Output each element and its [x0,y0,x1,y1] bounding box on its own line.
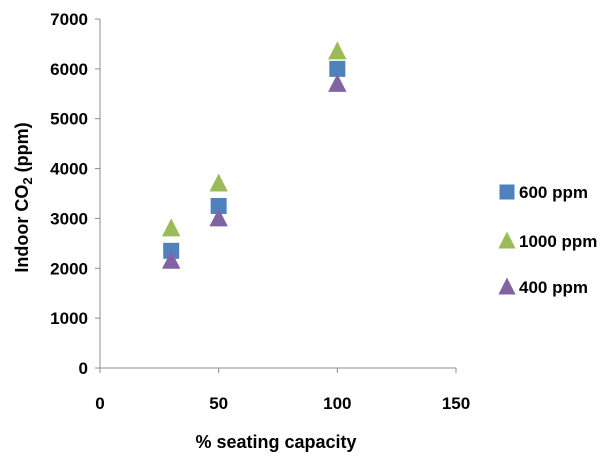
legend-label: 400 ppm [519,278,588,297]
x-axis-title: % seating capacity [195,432,356,452]
legend-marker-400-ppm [498,277,516,295]
axes [99,19,456,369]
x-axis-ticks: 0 50 100 150 [95,368,470,413]
y-axis-ticks: 0 1000 2000 3000 4000 5000 6000 7000 [50,10,100,378]
y-tick-label: 2000 [50,259,88,278]
y-tick-label: 1000 [50,309,88,328]
y-tick-label: 5000 [50,110,88,129]
data-point-1000-ppm [162,218,181,237]
data-point-600-ppm [329,60,346,77]
data-points [162,41,347,269]
y-tick-label: 6000 [50,60,88,79]
data-point-400-ppm [328,73,347,92]
x-tick-label: 50 [209,394,228,413]
y-axis-title-subscript: 2 [20,177,35,184]
data-point-1000-ppm [328,41,347,60]
data-point-1000-ppm [209,173,228,192]
y-axis-title-unit: (ppm) [12,122,32,177]
x-tick-label: 0 [95,394,104,413]
legend: 600 ppm 1000 ppm 400 ppm [498,183,597,297]
x-tick-label: 100 [323,394,351,413]
x-tick-label: 150 [442,394,470,413]
data-point-600-ppm [210,197,227,214]
legend-label: 1000 ppm [519,232,597,251]
legend-marker-600-ppm [499,184,515,200]
data-point-400-ppm [162,250,181,269]
y-tick-label: 3000 [50,209,88,228]
y-tick-label: 4000 [50,160,88,179]
y-axis-title: Indoor CO2 (ppm) [12,122,35,272]
y-tick-label: 7000 [50,10,88,29]
data-point-400-ppm [209,208,228,227]
y-tick-label: 0 [79,359,88,378]
legend-marker-1000-ppm [498,231,516,249]
legend-label: 600 ppm [519,183,588,202]
y-axis-title-main: Indoor CO [12,185,32,273]
